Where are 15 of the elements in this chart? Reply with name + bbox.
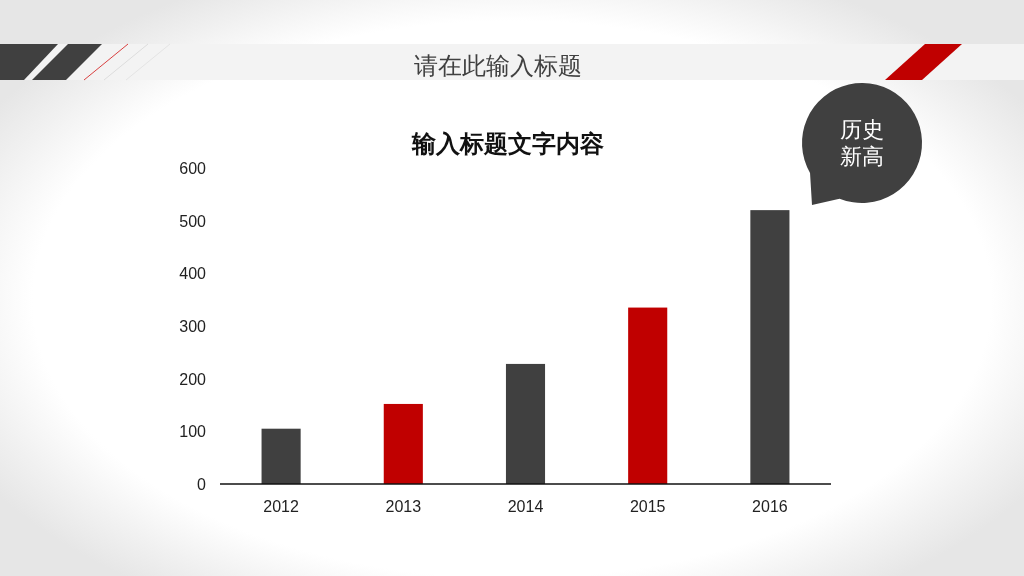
y-tick-label: 100 <box>179 423 207 441</box>
y-tick-label: 200 <box>179 370 207 388</box>
x-tick-label: 2012 <box>263 498 299 515</box>
chart-title: 请在此输入标题 <box>414 52 582 80</box>
y-tick-label: 0 <box>197 476 207 493</box>
y-tick-label: 300 <box>179 318 207 335</box>
x-tick-label: 2014 <box>507 498 544 515</box>
x-tick-label: 2015 <box>629 498 666 515</box>
y-tick-label: 600 <box>179 160 207 177</box>
y-tick-label: 400 <box>179 265 207 283</box>
y-tick-label: 500 <box>179 212 207 230</box>
chart-subtitle: 输入标题文字内容 <box>411 130 604 158</box>
x-tick-label: 2016 <box>752 498 788 515</box>
x-tick-label: 2013 <box>385 498 422 515</box>
text: 历史新高 <box>839 116 885 170</box>
